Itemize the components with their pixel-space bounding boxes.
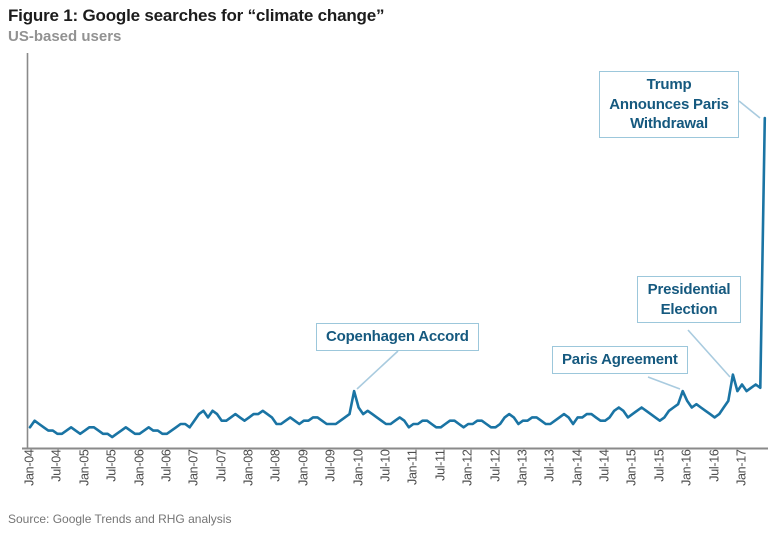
- x-tick-label: Jul-12: [488, 449, 503, 482]
- source-note: Source: Google Trends and RHG analysis: [8, 512, 232, 526]
- x-tick-label: Jan-08: [241, 449, 256, 486]
- x-tick-label: Jan-13: [515, 449, 530, 486]
- x-tick-label: Jan-09: [296, 449, 311, 486]
- x-tick-label: Jul-15: [652, 449, 667, 482]
- figure-title: Figure 1: Google searches for “climate c…: [8, 6, 385, 25]
- x-tick-label: Jul-07: [214, 449, 229, 482]
- trend-line: [28, 116, 767, 439]
- annotation-presidential-election: Presidential Election: [637, 276, 741, 323]
- x-tick-label: Jan-07: [186, 449, 201, 486]
- x-tick-label: Jul-14: [597, 449, 612, 482]
- leader-line-paris: [647, 376, 681, 390]
- leader-lines: [356, 100, 761, 390]
- x-tick-label: Jan-15: [624, 449, 639, 486]
- x-tick-label: Jan-10: [351, 449, 366, 486]
- x-tick-label: Jan-05: [77, 449, 92, 486]
- x-tick-label: Jan-11: [405, 449, 420, 486]
- x-tick-label: Jan-06: [132, 449, 147, 486]
- x-tick-label: Jan-04: [22, 449, 37, 486]
- annotation-paris-agreement: Paris Agreement: [552, 346, 688, 374]
- x-tick-label: Jul-16: [707, 449, 722, 482]
- x-tick-label: Jul-04: [49, 449, 64, 482]
- x-tick-label: Jan-12: [460, 449, 475, 486]
- annotation-copenhagen-accord: Copenhagen Accord: [316, 323, 479, 351]
- x-tick-label: Jan-16: [679, 449, 694, 486]
- leader-line-trump: [738, 100, 761, 119]
- x-tick-label: Jul-13: [542, 449, 557, 482]
- x-tick-label: Jul-06: [159, 449, 174, 482]
- x-tick-label: Jul-09: [323, 449, 338, 482]
- x-tick-label: Jul-11: [433, 449, 448, 481]
- figure-subtitle: US-based users: [8, 28, 122, 45]
- leader-line-election: [687, 329, 731, 378]
- x-tick-label: Jan-17: [734, 449, 749, 486]
- x-tick-label: Jul-10: [378, 449, 393, 482]
- annotation-trump-paris-withdrawal: Trump Announces Paris Withdrawal: [599, 71, 739, 138]
- leader-line-copenhagen: [356, 350, 399, 390]
- x-tick-label: Jul-08: [268, 449, 283, 482]
- x-tick-label: Jan-14: [570, 449, 585, 486]
- x-tick-label: Jul-05: [104, 449, 119, 482]
